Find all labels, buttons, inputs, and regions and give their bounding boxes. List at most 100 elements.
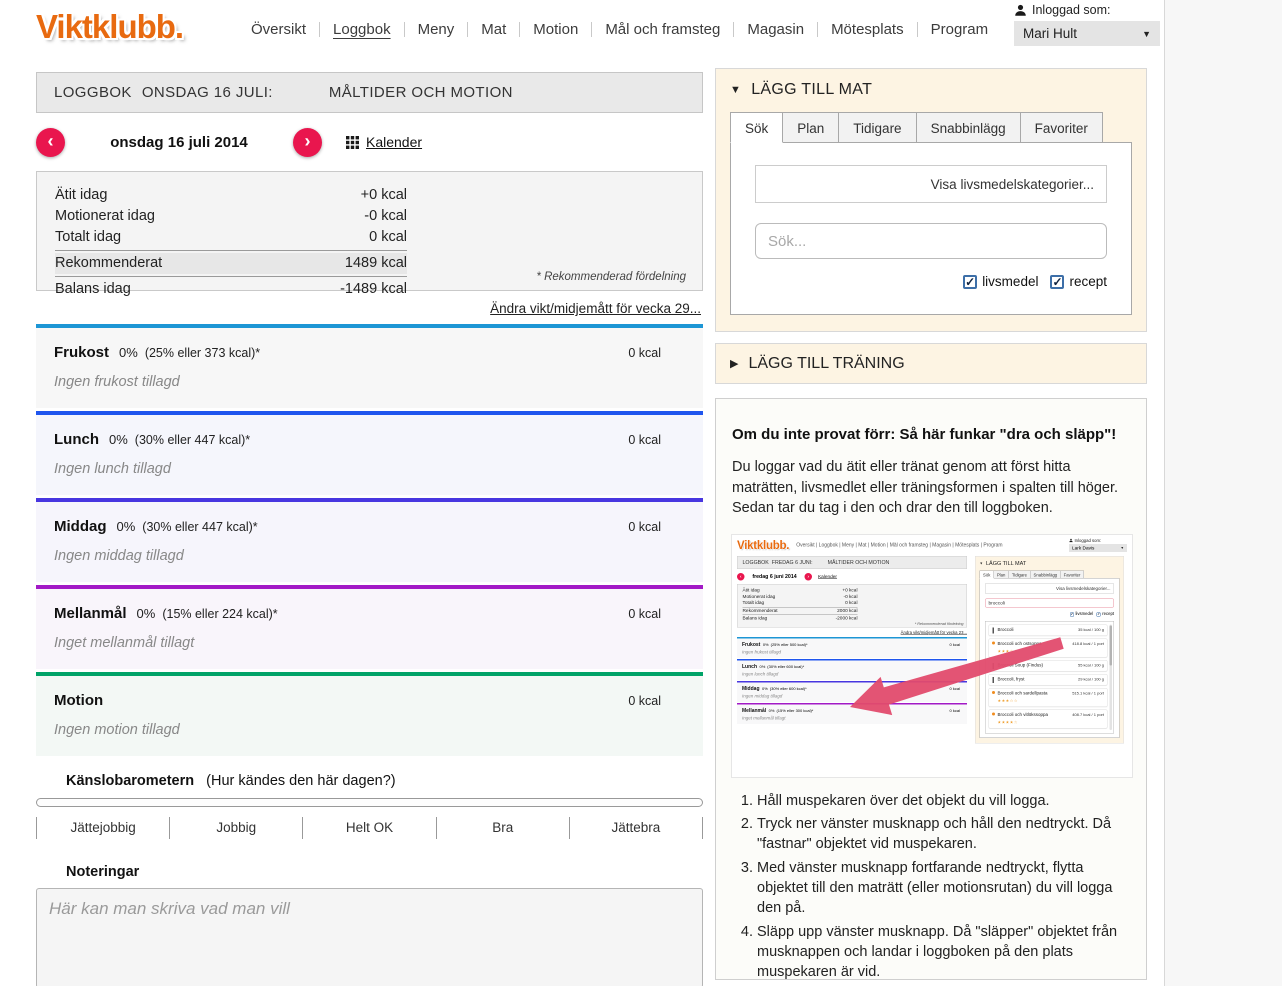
mini-star-rating: ★★★☆☆ xyxy=(997,648,1018,653)
mini-user-name: Lark Davis xyxy=(1072,544,1095,551)
add-training-panel[interactable]: ▶ LÄGG TILL TRÄNING xyxy=(715,343,1147,384)
next-day-button[interactable]: › xyxy=(293,127,322,157)
mini-next-icon: › xyxy=(804,572,812,580)
tab-plan[interactable]: Plan xyxy=(782,112,840,143)
mood-option-jobbig[interactable]: Jobbig xyxy=(169,817,302,839)
stat-row-balans: Balans idag -1489 kcal xyxy=(55,279,407,300)
meal-empty-text: Ingen frukost tillagd xyxy=(54,374,180,390)
meal-section-motion[interactable]: Motion 0 kcal Ingen motion tillagd xyxy=(36,672,703,756)
meal-kcal: 0 kcal xyxy=(628,694,661,708)
mini-result-item: Broccoli Soup (Findus) 55 kcal / 100 g xyxy=(988,659,1108,671)
meal-kcal: 0 kcal xyxy=(628,346,661,360)
filter-recept[interactable]: ✓ recept xyxy=(1050,274,1107,289)
expand-arrow-icon: ▶ xyxy=(730,358,739,370)
nav-motesplats[interactable]: Mötesplats xyxy=(817,22,917,37)
mini-result-item: Broccoli och vitlökssoppa 408.7 kcal / 1 … xyxy=(988,708,1108,728)
meal-name: Middag xyxy=(54,518,107,535)
mini-body: LOGGBOK FREDAG 6 JUNI: MÅLTIDER OCH MOTI… xyxy=(732,555,1132,743)
mini-result-item: Broccoli, fryst 29 kcal / 100 g xyxy=(988,673,1108,685)
login-label: Inloggad som: xyxy=(1032,3,1111,17)
nav-motion[interactable]: Motion xyxy=(519,22,591,37)
help-step: Håll muspekaren över det objekt du vill … xyxy=(757,791,1130,811)
meal-section-mellanmal[interactable]: Mellanmål 0% (15% eller 224 kcal)* 0 kca… xyxy=(36,585,703,669)
nav-meny[interactable]: Meny xyxy=(403,22,468,37)
meal-percent: 0% xyxy=(109,432,128,447)
meal-empty-text: Ingen middag tillagd xyxy=(54,548,184,564)
stats-divider xyxy=(55,250,407,251)
add-food-header[interactable]: ▼ LÄGG TILL MAT xyxy=(730,81,1132,99)
food-search-input[interactable] xyxy=(755,223,1107,259)
mini-scrollbar-track xyxy=(1109,623,1112,730)
calendar-link-group[interactable]: Kalender xyxy=(346,134,422,150)
checkbox-recept-icon[interactable]: ✓ xyxy=(1050,274,1065,289)
meal-empty-text: Ingen motion tillagd xyxy=(54,722,180,738)
meal-share: (25% eller 373 kcal)* xyxy=(144,346,261,360)
tab-sok[interactable]: Sök xyxy=(730,112,784,143)
tab-snabbinlagg[interactable]: Snabbinlägg xyxy=(915,112,1021,143)
dropdown-arrow-icon: ▼ xyxy=(1142,28,1151,39)
stat-row-rekommenderat: Rekommenderat 1489 kcal xyxy=(55,253,407,274)
meal-section-middag[interactable]: Middag 0% (30% eller 447 kcal)* 0 kcal I… xyxy=(36,498,703,582)
logbook-title-bar: LOGGBOK ONSDAG 16 JULI: MÅLTIDER OCH MOT… xyxy=(36,72,703,113)
date-navigation: ‹ onsdag 16 juli 2014 › Kalender xyxy=(36,113,703,171)
stat-value: -1489 kcal xyxy=(340,281,407,297)
main-nav: Översikt Loggbok Meny Mat Motion Mål och… xyxy=(238,22,1001,37)
viktklubb-logo[interactable]: Viktklubb. xyxy=(36,8,184,45)
mini-calendar-link: Kalender xyxy=(818,573,838,579)
meal-empty-text: Ingen lunch tillagd xyxy=(54,461,171,477)
tab-tidigare[interactable]: Tidigare xyxy=(838,112,917,143)
meal-share: (15% eller 224 kcal)* xyxy=(162,607,278,621)
change-weight-link[interactable]: Ändra vikt/midjemått för vecka 29... xyxy=(490,301,701,316)
mini-header: Viktklubb. Översikt | Loggbok | Meny | M… xyxy=(732,535,1132,555)
stat-row-motionerat: Motionerat idag -0 kcal xyxy=(55,206,407,227)
mood-slider-track[interactable] xyxy=(36,798,703,807)
nav-oversikt[interactable]: Översikt xyxy=(251,21,307,38)
nav-mat[interactable]: Mat xyxy=(467,22,519,37)
checkbox-livsmedel-icon[interactable]: ✓ xyxy=(963,274,978,289)
mini-title-right: MÅLTIDER OCH MOTION xyxy=(827,559,890,566)
mini-meal-frukost: Frukost 0% (25% eller 500 kcal)* 0 kcal In… xyxy=(737,636,967,658)
mini-user-dropdown: Lark Davis ▼ xyxy=(1069,543,1127,552)
nav-magasin[interactable]: Magasin xyxy=(733,22,817,37)
tab-favoriter[interactable]: Favoriter xyxy=(1019,112,1103,143)
user-dropdown[interactable]: Mari Hult ▼ xyxy=(1014,21,1160,46)
mini-results-list: Broccoli 35 kcal / 100 g Broccoli och ost… xyxy=(985,620,1114,733)
mood-option-jattebra[interactable]: Jättebra xyxy=(568,817,702,839)
mini-title-bar: LOGGBOK FREDAG 6 JUNI: MÅLTIDER OCH MOTI… xyxy=(737,555,967,569)
meal-title-row: Middag 0% (30% eller 447 kcal)* xyxy=(54,502,658,535)
nav-mal-och-framsteg[interactable]: Mål och framsteg xyxy=(591,22,733,37)
stat-value: -0 kcal xyxy=(364,208,407,224)
meal-section-frukost[interactable]: Frukost 0% (25% eller 373 kcal)* 0 kcal … xyxy=(36,324,703,408)
mini-result-item: Broccoli och ostsoppa 418.8 kcal / 1 port… xyxy=(988,637,1108,657)
mini-drag-handle-icon xyxy=(992,676,994,683)
mood-option-helt-ok[interactable]: Helt OK xyxy=(302,817,435,839)
mini-result-item: Broccoli 35 kcal / 100 g xyxy=(988,623,1108,636)
mini-date-nav: ‹ fredag 6 juni 2014 › Kalender xyxy=(737,569,967,584)
mini-login-label-row: Inloggad som: xyxy=(1069,538,1127,543)
mood-option-jattejobbig[interactable]: Jättejobbig xyxy=(36,817,169,839)
mini-date-label: fredag 6 juni 2014 xyxy=(752,573,797,580)
stat-value: 1489 kcal xyxy=(344,255,407,271)
notes-textarea[interactable] xyxy=(36,888,703,986)
nav-loggbok[interactable]: Loggbok xyxy=(319,22,404,37)
mood-title-row: Känslobarometern (Hur kändes den här dag… xyxy=(36,773,703,789)
mini-recipe-icon xyxy=(992,640,995,644)
change-weight-row: Ändra vikt/midjemått för vecka 29... xyxy=(36,300,701,318)
mini-add-food: ▼ LÄGG TILL MAT Sök Plan Tidigare Snabbi… xyxy=(975,555,1124,743)
meal-title-row: Frukost 0% (25% eller 373 kcal)* xyxy=(54,328,658,361)
filter-livsmedel[interactable]: ✓ livsmedel xyxy=(963,274,1038,289)
calendar-link[interactable]: Kalender xyxy=(366,134,423,150)
mini-nav: Översikt | Loggbok | Meny | Mat | Motion… xyxy=(796,541,1003,548)
stat-label: Totalt idag xyxy=(55,229,122,245)
prev-day-button[interactable]: ‹ xyxy=(36,127,65,157)
mini-drag-handle-icon xyxy=(992,662,994,669)
mood-option-bra[interactable]: Bra xyxy=(435,817,569,839)
stat-row-atit: Ätit idag +0 kcal xyxy=(55,185,407,206)
show-food-categories-button[interactable]: Visa livsmedelskategorier... xyxy=(755,165,1107,203)
meal-name: Mellanmål xyxy=(54,605,127,622)
meal-section-lunch[interactable]: Lunch 0% (30% eller 447 kcal)* 0 kcal In… xyxy=(36,411,703,495)
mood-barometer: Känslobarometern (Hur kändes den här dag… xyxy=(36,773,703,839)
page-right-gutter xyxy=(1164,0,1282,986)
nav-program[interactable]: Program xyxy=(916,22,1002,37)
add-food-panel: ▼ LÄGG TILL MAT Sök Plan Tidigare Snabbi… xyxy=(715,68,1147,332)
